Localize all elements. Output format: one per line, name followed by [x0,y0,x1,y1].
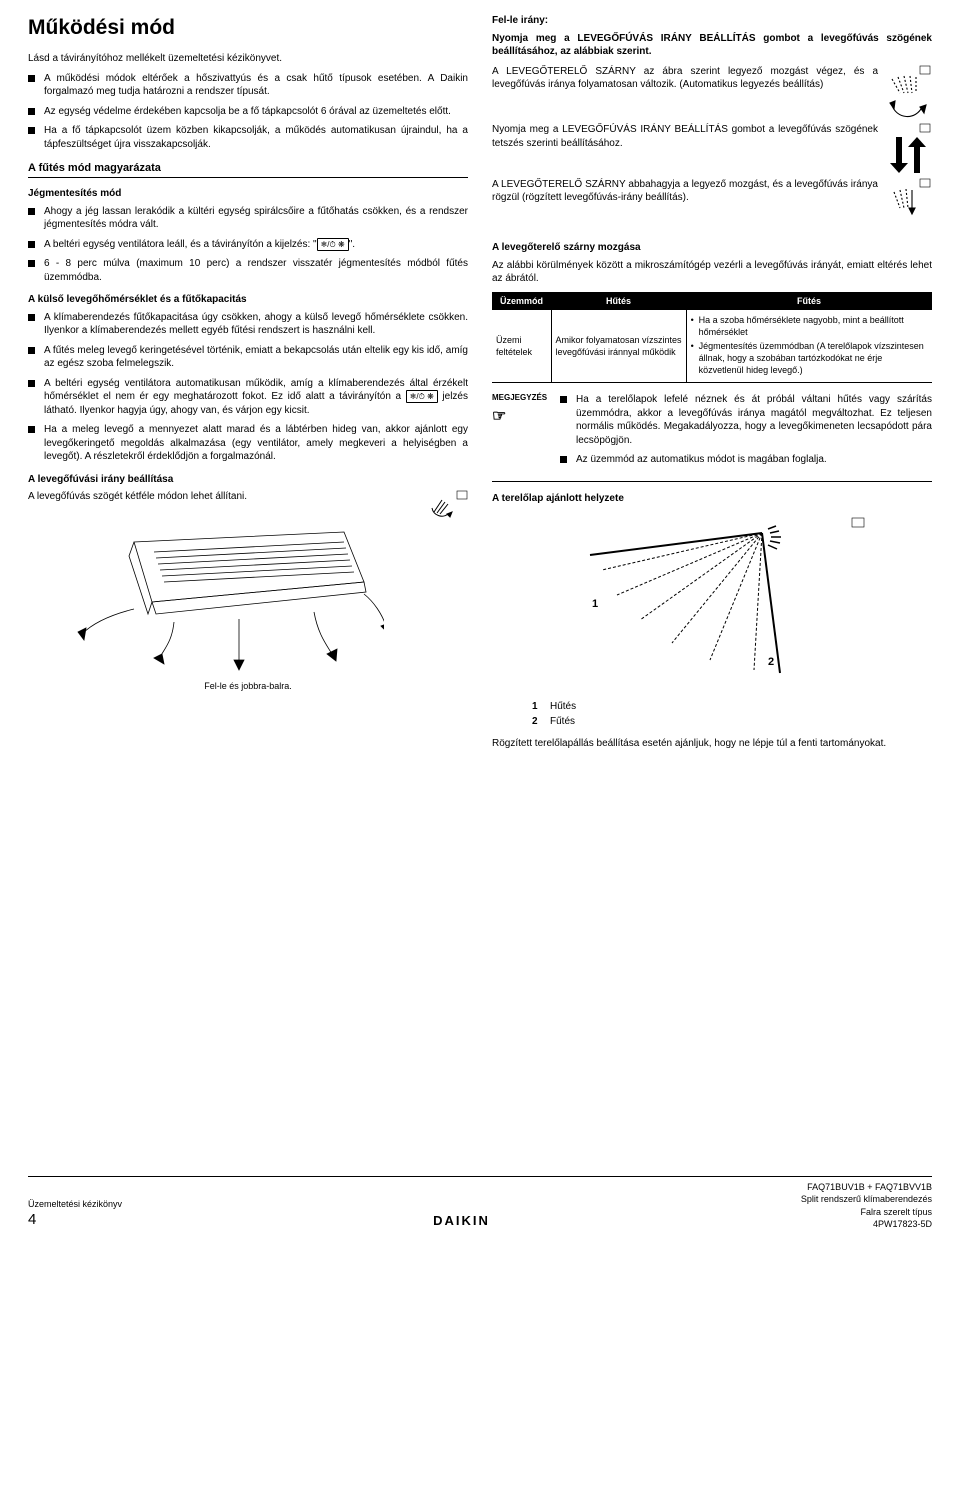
bullet: Az egység védelme érdekében kapcsolja be… [28,105,468,119]
subhead-outdoor: A külső levegőhőmérséklet és a fűtőkapac… [28,293,468,307]
subhead-updown: Fel-le irány: [492,14,932,28]
diagram-legend: 1Hűtés 2Fűtés [532,700,932,729]
updown-instruction: Nyomja meg a LEVEGŐFÚVÁS IRÁNY BEÁLLÍTÁS… [492,32,932,59]
swing-small-icon [428,490,468,523]
note-item: Ha a terelőlapok lefelé néznek és át pró… [560,393,932,447]
flap-text: Az alábbi körülmények között a mikroszám… [492,259,932,286]
arrows-updown-icon [886,123,932,178]
bullet: A működési módok eltérőek a hőszivattyús… [28,72,468,99]
th-mode: Üzemmód [492,292,551,310]
note-label: MEGJEGYZÉS ☞ [492,393,550,473]
fan-swing-icon [886,65,932,124]
modes-table: Üzemmód Hűtés Fűtés Üzemi feltételek Ami… [492,292,932,384]
brand-logo: DAIKIN [433,1212,490,1230]
th-heat: Fűtés [686,292,932,310]
swing-desc: A LEVEGŐTERELŐ SZÁRNY az ábra szerint le… [492,65,932,92]
bullet: A fűtés meleg levegő keringetésével tört… [28,344,468,371]
bullet: A beltéri egység ventilátora leáll, és a… [28,238,468,252]
fixed-desc: A LEVEGŐTERELŐ SZÁRNY abbahagyja a legye… [492,178,932,205]
note-item: Az üzemmód az automatikus módot is magáb… [560,453,932,467]
page-title: Működési mód [28,14,468,42]
subhead-flap: A levegőterelő szárny mozgása [492,241,932,255]
illustration-caption: Fel-le és jobbra-balra. [28,680,468,692]
intro-text: Lásd a távirányítóhoz mellékelt üzemelte… [28,52,468,66]
label-1: 1 [592,598,598,610]
bullet: A klímaberendezés fűtőkapacitása úgy csö… [28,311,468,338]
ac-unit-illustration: Fel-le és jobbra-balra. [28,514,468,693]
section-heating: A fűtés mód magyarázata [28,161,468,178]
footer-code: 4PW17823-5D [801,1218,932,1230]
press-desc: Nyomja meg a LEVEGŐFÚVÁS IRÁNY BEÁLLÍTÁS… [492,123,932,150]
bullet: Ahogy a jég lassan lerakódik a kültéri e… [28,205,468,232]
fixed-dir-icon [886,178,932,233]
bullet: Ha a meleg levegő a mennyezet alatt mara… [28,423,468,464]
hand-icon: ☞ [492,406,550,428]
footer-doc-title: Üzemeltetési kézikönyv [28,1198,122,1210]
footer-desc: Split rendszerű klímaberendezés [801,1193,932,1205]
label-2: 2 [768,656,774,668]
subhead-airdir: A levegőfúvási irány beállítása [28,473,468,487]
display-icon: ❄/⏱ ❋ [317,238,349,251]
subhead-recflap: A terelőlap ajánlott helyzete [492,492,932,506]
subhead-defrost: Jégmentesítés mód [28,187,468,201]
page-number: 4 [28,1210,122,1230]
airdir-text: A levegőfúvás szögét kétféle módon lehet… [28,490,468,504]
cool-cell: Amikor folyamatosan vízszintes levegőfúv… [551,310,686,383]
bullet: 6 - 8 perc múlva (maximum 10 perc) a ren… [28,257,468,284]
closing-text: Rögzített terelőlapállás beállítása eset… [492,737,932,751]
row-label: Üzemi feltételek [492,310,551,383]
flap-diagram: 1 2 [492,515,932,690]
display-icon: ❄/⏱ ❋ [406,390,438,403]
footer-model: FAQ71BUV1B + FAQ71BVV1B [801,1181,932,1193]
heat-cell: Ha a szoba hőmérséklete nagyobb, mint a … [686,310,932,383]
th-cool: Hűtés [551,292,686,310]
footer-type: Falra szerelt típus [801,1206,932,1218]
page-footer: Üzemeltetési kézikönyv 4 DAIKIN FAQ71BUV… [28,1176,932,1230]
bullet: Ha a fő tápkapcsolót üzem közben kikapcs… [28,124,468,151]
bullet: A beltéri egység ventilátora automatikus… [28,377,468,418]
